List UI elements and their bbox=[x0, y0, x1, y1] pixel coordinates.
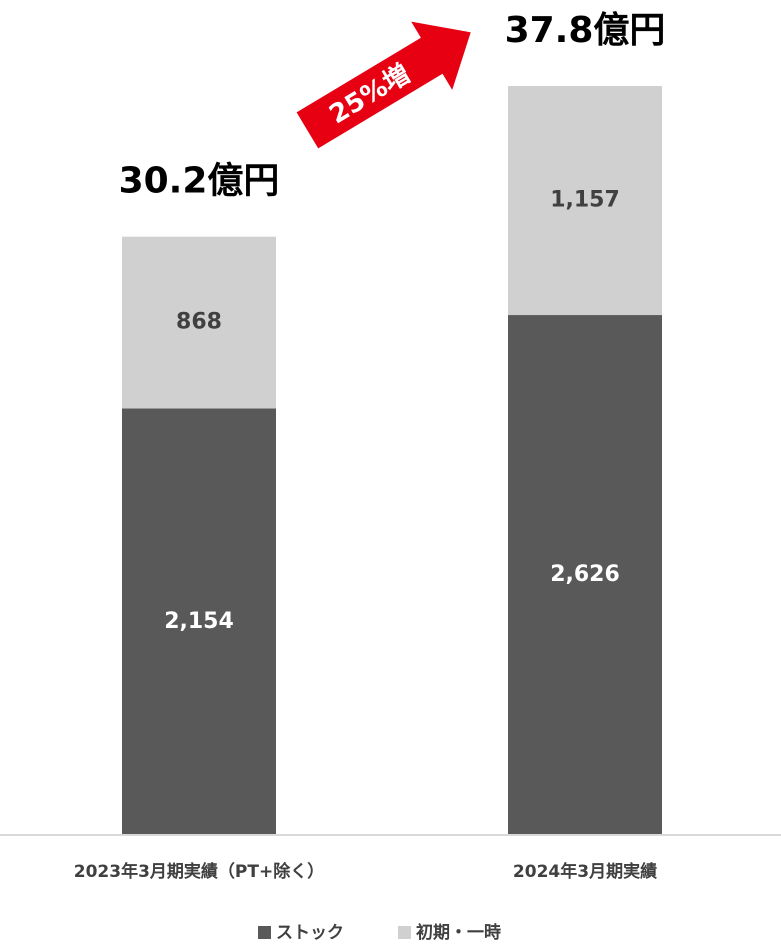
value-label: 2,626 bbox=[550, 562, 620, 587]
legend-label: ストック bbox=[276, 923, 344, 943]
legend-swatch bbox=[258, 926, 271, 939]
legend-swatch bbox=[398, 926, 411, 939]
legend-label: 初期・一時 bbox=[416, 922, 501, 943]
growth-arrow: 25%増 bbox=[293, 18, 474, 152]
value-label: 2,154 bbox=[164, 609, 234, 634]
bar-segment bbox=[122, 236, 276, 409]
x-tick-label: 2023年3月期実績（PT+除く） bbox=[74, 861, 324, 882]
value-label: 868 bbox=[176, 310, 222, 335]
x-tick-label: 2024年3月期実績 bbox=[513, 861, 657, 882]
total-label: 30.2億円 bbox=[119, 161, 280, 202]
value-label: 1,157 bbox=[550, 188, 620, 213]
bar-segment bbox=[122, 408, 276, 835]
bar-segment bbox=[508, 86, 662, 316]
bar-segment bbox=[508, 315, 662, 836]
arrow-shape bbox=[293, 18, 474, 152]
total-label: 37.8億円 bbox=[505, 10, 666, 51]
